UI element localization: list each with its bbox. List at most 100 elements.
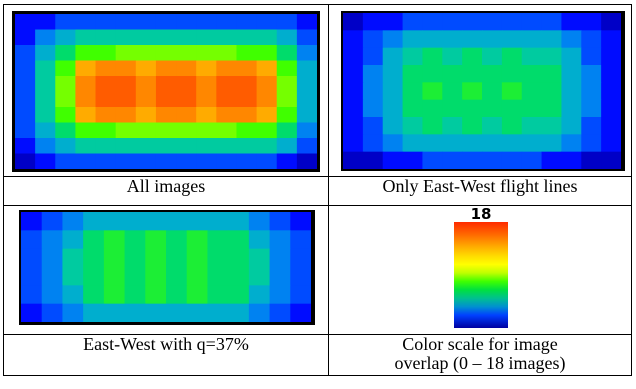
heat-cell [256,138,278,155]
heat-cell [135,153,157,169]
heat-cell [601,134,621,153]
heat-cell [41,267,64,286]
caption-all-images: All images [3,176,329,206]
heat-cell [186,285,209,305]
heat-cell [75,91,97,108]
heat-cell [501,117,523,135]
heat-cell [228,303,250,322]
heat-cell [21,303,43,322]
heat-cell [362,117,384,135]
heat-cell [482,30,503,49]
heat-cell [176,153,197,169]
heat-cell [196,107,217,124]
heat-cell [362,82,384,101]
heat-cell [83,285,105,305]
heat-cell [155,60,177,77]
heat-cell [15,153,36,169]
heat-cell [83,212,105,231]
heat-cell [382,82,404,101]
heat-cell [462,117,483,135]
heat-cell [541,13,563,31]
heat-cell [186,248,209,268]
heat-cell [442,134,463,153]
heat-cell [207,230,229,250]
heat-cell [176,60,197,77]
heat-cell [166,267,188,286]
heat-cell [55,122,76,139]
heat-cell [422,30,443,49]
heat-cell [601,151,621,169]
heat-cell [155,91,177,108]
heat-cell [581,82,602,101]
heat-cell [402,30,424,49]
heat-cell [155,14,177,31]
heat-cell [236,138,258,155]
figure-table: All images Only East-West flight lines 1… [3,4,632,376]
heat-cell [135,76,157,93]
heat-cell [103,248,126,268]
heat-cell [55,29,76,46]
heat-cell [35,14,56,31]
heat-cell [422,13,443,31]
heat-cell [83,248,105,268]
heat-cell [482,65,503,83]
heat-cell [15,14,36,31]
heat-cell [236,122,258,139]
heat-cell [501,99,523,118]
heat-cell [269,230,291,250]
heat-cell [55,138,76,155]
heat-cell [482,13,503,31]
heat-cell [501,82,523,101]
heat-cell [216,60,238,77]
heat-cell [541,134,563,153]
heat-cell [15,138,36,155]
heat-cell [442,151,463,169]
heat-cell [75,29,97,46]
heat-cell [541,30,563,49]
heat-cell [482,99,503,118]
heat-cell [482,82,503,101]
heat-cell [41,212,64,231]
heat-cell [115,107,137,124]
heat-cell [236,29,258,46]
heat-cell [196,122,217,139]
heat-cell [402,13,424,31]
color-scale: 18 [329,206,632,334]
heat-cell [343,65,364,83]
heat-cell [256,60,278,77]
heat-cell [521,47,543,66]
heat-cell [343,151,364,169]
heat-cell [362,47,384,66]
heat-cell [62,248,84,268]
heat-cell [216,91,238,108]
heat-cell [135,60,157,77]
heat-cell [402,65,424,83]
heat-cell [422,134,443,153]
heat-cell [501,30,523,49]
heat-cell [95,29,117,46]
heat-cell [343,47,364,66]
heat-cell [41,285,64,305]
heat-cell [290,267,311,286]
heat-cell [95,138,117,155]
heat-cell [296,107,317,124]
heat-cell [216,14,238,31]
heat-cell [541,151,563,169]
heat-cell [296,91,317,108]
heat-cell [296,60,317,77]
panel-all-images-cell [3,4,329,177]
heat-cell [521,65,543,83]
heat-cell [103,230,126,250]
heat-cell [269,267,291,286]
heat-cell [15,122,36,139]
heat-cell [186,212,209,231]
heat-cell [55,60,76,77]
heat-cell [581,134,602,153]
heat-cell [296,45,317,62]
heat-cell [216,45,238,62]
heat-cell [35,60,56,77]
heat-cell [35,45,56,62]
heat-cell [75,153,97,169]
heat-cell [35,122,56,139]
heat-cell [296,138,317,155]
